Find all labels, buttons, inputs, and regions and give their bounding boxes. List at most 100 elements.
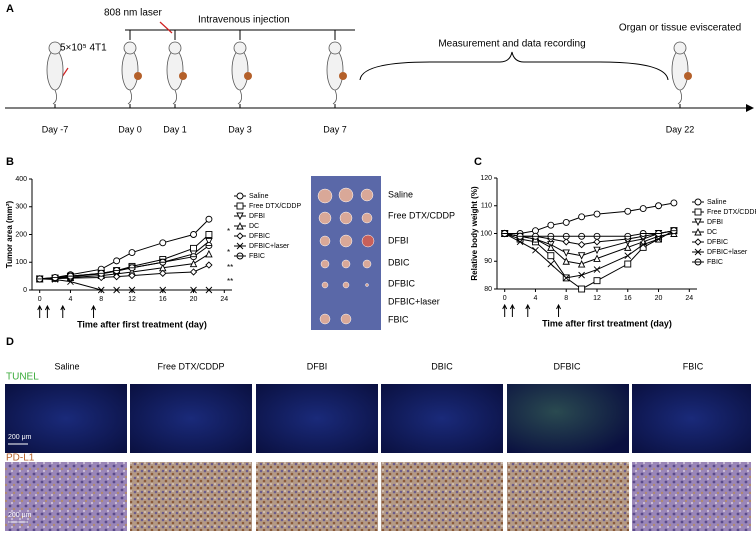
- scale-bar-label: 200 μm: [8, 434, 32, 441]
- marker: [639, 205, 647, 212]
- legend-marker: [236, 221, 244, 230]
- column-label: Saline: [54, 361, 79, 371]
- y-tick-label: 100: [480, 230, 492, 237]
- significance: *: [227, 248, 230, 257]
- legend-label: DFBIC+laser: [707, 249, 748, 256]
- day-ticks: [54, 104, 681, 108]
- row-label: PD-L1: [6, 453, 35, 464]
- marker: [159, 269, 167, 277]
- marker: [51, 274, 59, 281]
- marker: [113, 267, 121, 274]
- tunel-images: [5, 384, 751, 453]
- marker: [624, 252, 632, 260]
- marker: [639, 230, 647, 237]
- marker: [205, 249, 213, 258]
- column-label: DFBI: [307, 361, 328, 371]
- marker: [547, 232, 555, 240]
- legend-marker: [236, 192, 244, 200]
- marker: [113, 257, 121, 265]
- marker: [562, 238, 570, 246]
- legend-label: Saline: [249, 193, 269, 200]
- x-tick-label: 8: [99, 296, 103, 303]
- legend-label: DFBI: [707, 219, 723, 226]
- x-tick-label: 16: [624, 295, 632, 302]
- y-tick-label: 120: [480, 175, 492, 182]
- marker: [577, 252, 586, 260]
- mice: [46, 41, 692, 105]
- column-label: DFBIC: [554, 361, 582, 371]
- marker: [624, 243, 632, 251]
- treatment-arrow: [525, 303, 531, 317]
- legend-marker: [694, 198, 702, 206]
- series-line: [504, 202, 675, 234]
- legend-label: DFBIC: [249, 233, 270, 240]
- legend-label: DFBI: [249, 213, 265, 220]
- marker: [159, 239, 167, 247]
- column-label: DBIC: [431, 361, 453, 371]
- legend-marker: [694, 208, 702, 216]
- marker: [205, 231, 213, 238]
- day-label: Day 22: [666, 124, 695, 134]
- legend-label: Free DTX/CDDP: [707, 209, 756, 216]
- marker: [578, 232, 586, 240]
- legend-marker: [694, 248, 702, 256]
- marker: [593, 254, 601, 262]
- marker: [655, 230, 662, 237]
- x-tick-label: 8: [564, 295, 568, 302]
- column-label: Free DTX/CDDP: [157, 361, 224, 371]
- x-tick-label: 16: [159, 296, 167, 303]
- marker: [67, 278, 74, 285]
- x-tick-label: 4: [69, 296, 73, 303]
- legend-marker: [694, 218, 702, 227]
- marker: [578, 213, 586, 221]
- y-tick-label: 110: [481, 203, 492, 210]
- legend-label: Saline: [707, 199, 727, 206]
- day-label: Day 1: [163, 124, 187, 134]
- y-axis-label: Tumor area (mm²): [5, 200, 14, 268]
- y-tick-label: 400: [15, 176, 27, 183]
- marker: [36, 275, 44, 283]
- legend-marker: [694, 238, 702, 246]
- x-tick-label: 20: [655, 295, 663, 302]
- marker: [190, 286, 197, 294]
- photo-label: DFBIC+laser: [388, 296, 440, 306]
- treatment-arrow: [502, 303, 508, 317]
- treatment-arrow: [556, 303, 561, 317]
- marker: [128, 249, 136, 256]
- panel-label: D: [6, 336, 14, 348]
- legend-label: DFBIC+laser: [249, 243, 290, 250]
- marker: [532, 246, 539, 254]
- treatment-arrow: [91, 304, 96, 318]
- x-tick-label: 24: [685, 295, 693, 302]
- significance: *: [227, 227, 230, 236]
- marker: [562, 257, 570, 265]
- marker: [593, 266, 601, 273]
- x-tick-label: 20: [190, 296, 198, 303]
- marker: [189, 259, 198, 268]
- marker: [562, 274, 570, 282]
- marker: [577, 260, 586, 268]
- significance: **: [227, 263, 233, 272]
- arrow-head: [746, 104, 754, 112]
- x-tick-label: 12: [593, 295, 601, 302]
- marker: [205, 242, 213, 249]
- marker: [532, 232, 539, 240]
- y-tick-label: 90: [484, 258, 492, 265]
- legend-label: Free DTX/CDDP: [249, 203, 301, 210]
- y-axis-label: Relative body weight (%): [470, 186, 479, 281]
- marker: [97, 286, 105, 294]
- marker: [655, 202, 662, 210]
- marker: [624, 207, 632, 215]
- legend-marker: [694, 227, 702, 236]
- marker: [655, 235, 662, 243]
- marker: [501, 230, 509, 237]
- legend-marker: [236, 202, 244, 210]
- marker: [593, 232, 601, 240]
- marker: [593, 210, 601, 218]
- marker: [205, 261, 213, 269]
- x-tick-label: 4: [534, 295, 538, 302]
- panel-label: C: [474, 156, 482, 168]
- significance: **: [227, 277, 233, 286]
- marker: [159, 258, 167, 266]
- injection-label: Intravenous injection: [198, 15, 290, 26]
